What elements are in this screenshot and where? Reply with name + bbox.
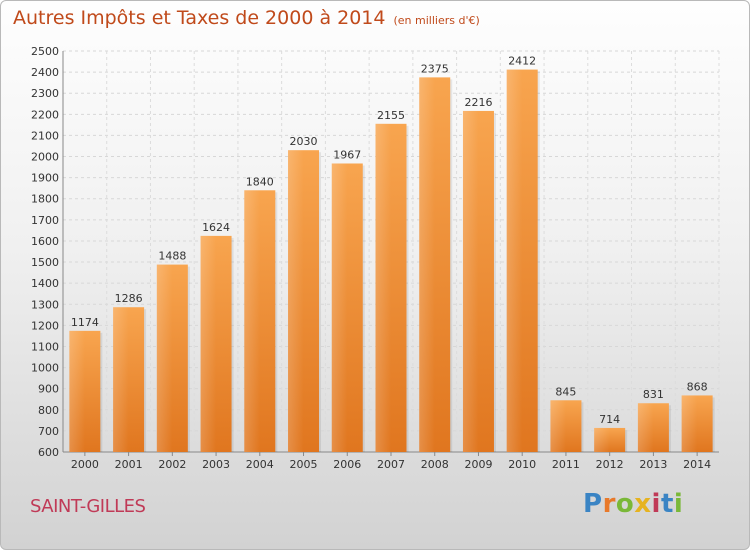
bar-highlight xyxy=(550,400,566,452)
bar-value-label: 2155 xyxy=(377,109,405,122)
bar-highlight xyxy=(637,403,654,452)
logo-letter: r xyxy=(602,489,616,519)
y-tick-label: 2000 xyxy=(31,151,59,164)
bar-value-label: 845 xyxy=(555,385,576,398)
y-tick-label: 2400 xyxy=(31,66,59,79)
x-tick-label: 2009 xyxy=(464,458,492,471)
y-tick-label: 700 xyxy=(38,425,59,438)
bar-highlight xyxy=(156,264,173,452)
y-tick-label: 2100 xyxy=(31,129,59,142)
y-tick-label: 1400 xyxy=(31,277,59,290)
y-tick-label: 2500 xyxy=(31,45,59,58)
bar-highlight xyxy=(244,190,260,452)
bar-value-label: 1174 xyxy=(71,316,99,329)
bar-value-label: 714 xyxy=(599,413,620,426)
y-tick-label: 800 xyxy=(38,404,59,417)
value-labels: 1174 1286 1488 1624 1840 2030 1967 2155 2375 2216… xyxy=(71,55,708,426)
grid-lines xyxy=(62,50,720,453)
bar-value-label: 1840 xyxy=(246,175,274,188)
logo-letter: P xyxy=(583,489,603,519)
logo-letter: o xyxy=(615,489,635,519)
y-tick-label: 1900 xyxy=(31,172,59,185)
bar-highlight xyxy=(331,163,348,452)
bar-value-label: 1286 xyxy=(115,292,143,305)
chart-subtitle: (en milliers d'€) xyxy=(393,14,480,27)
axes: 600 700 800 900 1000 1100 1200 1300 1400 1500 1600… xyxy=(31,45,719,471)
x-tick-label: 2005 xyxy=(290,458,318,471)
bar-highlight xyxy=(462,110,479,452)
x-tick-label: 2007 xyxy=(377,458,405,471)
x-tick-label: 2014 xyxy=(683,458,711,471)
x-tick-label: 2001 xyxy=(115,458,143,471)
proxiti-logo: Proxiti xyxy=(583,489,683,519)
y-tick-label: 1100 xyxy=(31,340,59,353)
bar-highlight xyxy=(375,123,391,452)
y-tick-label: 1000 xyxy=(31,362,59,375)
y-tick-label: 900 xyxy=(38,383,59,396)
logo-letter: t xyxy=(660,489,674,519)
y-tick-label: 1800 xyxy=(31,193,59,206)
x-tick-label: 2006 xyxy=(333,458,361,471)
bar-highlight xyxy=(69,330,85,452)
bar-value-label: 1488 xyxy=(158,250,186,263)
bar-value-label: 2375 xyxy=(421,62,449,75)
x-tick-label: 2010 xyxy=(508,458,536,471)
y-tick-label: 1300 xyxy=(31,298,59,311)
bar-value-label: 1967 xyxy=(333,148,361,161)
chart-title-text: Autres Impôts et Taxes de 2000 à 2014 xyxy=(13,7,386,29)
x-tick-label: 2013 xyxy=(639,458,667,471)
bar-highlight xyxy=(594,427,610,452)
x-tick-label: 2012 xyxy=(596,458,624,471)
bar-value-label: 2030 xyxy=(290,135,318,148)
x-tick-label: 2003 xyxy=(202,458,230,471)
bar-value-label: 2216 xyxy=(464,96,492,109)
bar-highlight xyxy=(419,77,435,452)
bar-value-label: 2412 xyxy=(508,55,536,68)
bar-highlight xyxy=(681,395,698,452)
x-tick-label: 2008 xyxy=(421,458,449,471)
y-tick-label: 1600 xyxy=(31,235,59,248)
x-tick-label: 2002 xyxy=(158,458,186,471)
bars xyxy=(69,69,715,452)
logo-letter: i xyxy=(651,489,661,519)
bar-highlight xyxy=(506,69,523,452)
y-tick-label: 600 xyxy=(38,446,59,459)
logo-letter: i xyxy=(673,489,684,519)
bar-highlight xyxy=(113,307,129,452)
bar-value-label: 868 xyxy=(687,380,708,393)
x-tick-label: 2004 xyxy=(246,458,274,471)
y-tick-label: 2300 xyxy=(31,87,59,100)
y-tick-label: 1200 xyxy=(31,319,59,332)
bar-highlight xyxy=(200,235,217,452)
bar-value-label: 831 xyxy=(643,388,664,401)
logo-letter: x xyxy=(634,489,652,519)
town-name: SAINT-GILLES xyxy=(30,496,146,517)
x-tick-label: 2000 xyxy=(71,458,99,471)
y-tick-label: 2200 xyxy=(31,108,59,121)
chart-title: Autres Impôts et Taxes de 2000 à 2014 (en… xyxy=(13,7,480,29)
y-tick-label: 1700 xyxy=(31,214,59,227)
y-tick-label: 1500 xyxy=(31,256,59,269)
bar-value-label: 1624 xyxy=(202,221,230,234)
bar-highlight xyxy=(288,150,304,452)
x-tick-label: 2011 xyxy=(552,458,580,471)
